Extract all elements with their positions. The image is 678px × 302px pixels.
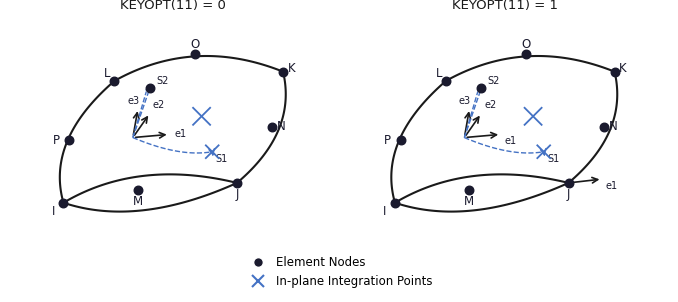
Point	[267, 124, 278, 129]
Legend: Element Nodes, In-plane Integration Points: Element Nodes, In-plane Integration Poin…	[241, 252, 437, 293]
Text: S2: S2	[156, 76, 169, 86]
Text: S1: S1	[216, 154, 228, 164]
Point	[476, 85, 487, 90]
Point	[521, 52, 532, 56]
Text: S2: S2	[487, 76, 500, 86]
Point	[441, 79, 452, 83]
Point	[599, 124, 610, 129]
Text: P: P	[53, 134, 60, 147]
Point	[189, 52, 200, 56]
Point	[390, 200, 401, 205]
Text: L: L	[104, 67, 111, 80]
Point	[144, 85, 155, 90]
Text: e3: e3	[127, 96, 140, 106]
Title: KEYOPT(11) = 0: KEYOPT(11) = 0	[120, 0, 226, 12]
Point	[64, 138, 75, 143]
Text: M: M	[464, 195, 475, 208]
Point	[395, 138, 406, 143]
Text: J: J	[235, 188, 239, 201]
Text: M: M	[133, 195, 143, 208]
Point	[277, 69, 288, 74]
Title: KEYOPT(11) = 1: KEYOPT(11) = 1	[452, 0, 558, 12]
Text: L: L	[436, 67, 442, 80]
Point	[232, 181, 243, 185]
Text: K: K	[619, 62, 627, 75]
Text: e2: e2	[153, 100, 165, 110]
Text: N: N	[609, 120, 618, 133]
Point	[563, 181, 574, 185]
Point	[58, 200, 69, 205]
Point	[464, 188, 475, 192]
Text: P: P	[384, 134, 391, 147]
Text: I: I	[52, 205, 55, 218]
Text: e3: e3	[459, 96, 471, 106]
Text: e1: e1	[606, 181, 618, 191]
Text: S1: S1	[547, 154, 559, 164]
Text: e1: e1	[504, 137, 517, 146]
Point	[109, 79, 120, 83]
Point	[609, 69, 620, 74]
Text: O: O	[190, 38, 199, 51]
Text: I: I	[383, 205, 386, 218]
Text: O: O	[521, 38, 531, 51]
Point	[132, 188, 143, 192]
Text: e2: e2	[484, 100, 496, 110]
Text: J: J	[567, 188, 570, 201]
Text: K: K	[287, 62, 296, 75]
Text: e1: e1	[174, 129, 186, 139]
Text: N: N	[277, 120, 286, 133]
